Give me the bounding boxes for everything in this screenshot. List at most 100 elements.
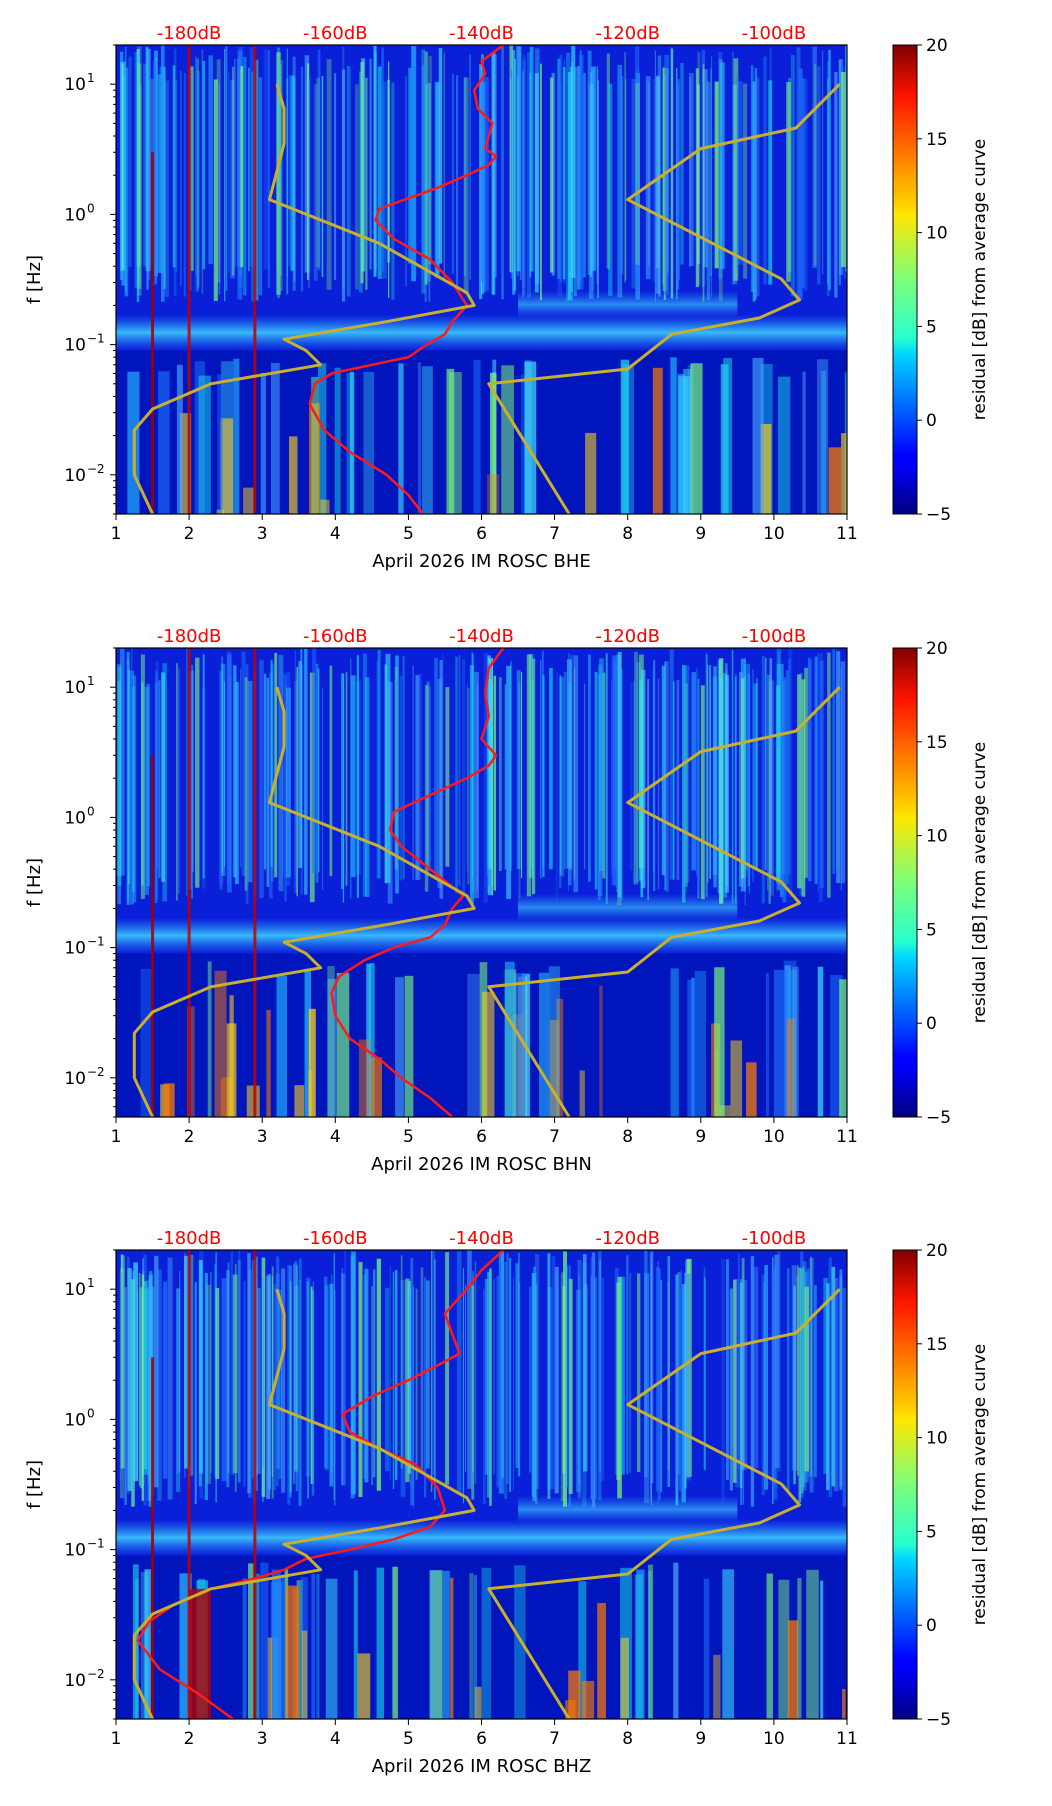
x-tick-label: 3 — [257, 524, 268, 544]
heatmap-streak — [234, 1264, 237, 1492]
heatmap-streak — [129, 670, 134, 905]
heatmap-streak — [392, 1271, 395, 1490]
heatmap-streak — [423, 1277, 427, 1498]
heatmap-streak — [685, 666, 687, 893]
colorbar-tick-label: 10 — [926, 827, 948, 847]
heatmap-lowfreq-streak — [513, 973, 526, 1117]
heatmap-streak — [215, 1252, 218, 1503]
heatmap-lowfreq-streak — [327, 966, 335, 1117]
heatmap-streak — [626, 1255, 629, 1475]
heatmap-lowfreq-streak — [296, 1580, 303, 1719]
heatmap-lowfreq-streak — [722, 1569, 735, 1719]
heatmap-lowfreq-streak — [620, 1637, 629, 1719]
heatmap-lowfreq-streak — [446, 368, 455, 514]
heatmap-streak — [539, 660, 542, 879]
heatmap-streak — [464, 1284, 467, 1472]
heatmap-streak — [233, 1274, 235, 1476]
heatmap-lowfreq-streak — [730, 1040, 743, 1117]
heatmap-streak — [445, 1252, 450, 1485]
heatmap-lowfreq-streak — [505, 961, 515, 1117]
heatmap-streak — [404, 76, 408, 287]
heatmap-streak — [744, 664, 749, 871]
heatmap-lowfreq-streak — [229, 995, 234, 1117]
heatmap-streak — [517, 1252, 520, 1477]
heatmap-streak — [175, 663, 178, 901]
heatmap-streak — [119, 1272, 123, 1482]
heatmap-streak — [317, 49, 321, 271]
heatmap-streak — [382, 81, 387, 279]
heatmap-streak — [493, 1279, 495, 1475]
heatmap-lowfreq-streak — [430, 1570, 443, 1719]
heatmap-streak — [384, 664, 388, 884]
heatmap-streak — [210, 1271, 212, 1473]
heatmap-streak — [827, 652, 831, 898]
heatmap-streak — [195, 56, 197, 277]
y-tick-label: 10 — [64, 1410, 86, 1430]
heatmap-streak — [138, 1272, 141, 1486]
heatmap-streak — [140, 654, 145, 899]
heatmap-streak — [501, 47, 504, 300]
heatmap-streak — [571, 45, 576, 279]
heatmap-lowfreq-streak — [648, 1564, 654, 1719]
heatmap-streak — [533, 1266, 536, 1498]
heatmap-lowfreq-streak — [346, 373, 355, 514]
heatmap-streak — [443, 52, 445, 282]
heatmap-streak — [767, 674, 769, 891]
heatmap-streak — [194, 1282, 197, 1505]
heatmap-streak — [814, 656, 818, 884]
heatmap-streak — [655, 77, 660, 294]
heatmap-streak — [636, 1273, 641, 1473]
heatmap-lowfreq-streak — [186, 1006, 195, 1117]
heatmap-streak — [161, 672, 166, 882]
heatmap-streak — [427, 686, 432, 872]
heatmap-streak — [654, 50, 657, 303]
heatmap-streak — [735, 1278, 740, 1488]
x-tick-label: 7 — [549, 524, 560, 544]
heatmap-lowfreq-streak — [690, 363, 703, 514]
heatmap-streak — [577, 66, 581, 290]
heatmap-streak — [518, 1282, 521, 1476]
heatmap-lowfreq-streak — [703, 1578, 710, 1719]
heatmap-streak — [479, 64, 483, 300]
heatmap-streak — [819, 653, 823, 903]
heatmap-streak — [588, 654, 591, 882]
heatmap-streak — [294, 1261, 298, 1471]
heatmap-streak — [351, 1251, 356, 1495]
heatmap-streak — [775, 685, 781, 883]
heatmap-streak — [732, 51, 734, 285]
heatmap-streak — [689, 73, 694, 266]
heatmap-streak — [377, 66, 382, 279]
heatmap-streak — [394, 1270, 398, 1480]
heatmap-streak — [391, 82, 395, 300]
heatmap-lowfreq-streak — [366, 963, 371, 1117]
heatmap-streak — [521, 55, 526, 289]
heatmap-streak — [219, 671, 223, 890]
heatmap-streak — [192, 670, 194, 872]
heatmap-lowfreq-streak — [158, 371, 170, 514]
heatmap-lowfreq-streak — [817, 966, 824, 1117]
heatmap-lowfreq-streak — [524, 361, 537, 514]
heatmap-streak — [232, 1274, 238, 1474]
heatmap-lowfreq-streak — [473, 1575, 478, 1719]
heatmap-streak — [577, 1273, 581, 1484]
heatmap-streak — [750, 65, 754, 293]
y-tick-exponent: 0 — [87, 804, 95, 818]
heatmap-streak — [225, 46, 228, 291]
heatmap-streak — [356, 655, 359, 898]
heatmap-lowfreq-streak — [243, 487, 254, 514]
heatmap-streak — [334, 1289, 336, 1506]
heatmap-lowfreq-streak — [549, 1019, 559, 1117]
microseism-band — [116, 917, 847, 954]
heatmap-streak — [576, 1289, 581, 1493]
colorbar-tick-label: −5 — [926, 505, 951, 525]
heatmap-streak — [506, 1253, 509, 1485]
heatmap-streak — [310, 1286, 313, 1485]
heatmap-lowfreq-streak — [144, 1569, 151, 1719]
heatmap-streak — [539, 63, 542, 301]
heatmap-streak — [563, 60, 566, 284]
heatmap-streak — [504, 684, 507, 870]
heatmap-streak — [747, 673, 751, 887]
heatmap-streak — [521, 671, 523, 879]
heatmap-lowfreq-streak — [370, 1057, 382, 1117]
